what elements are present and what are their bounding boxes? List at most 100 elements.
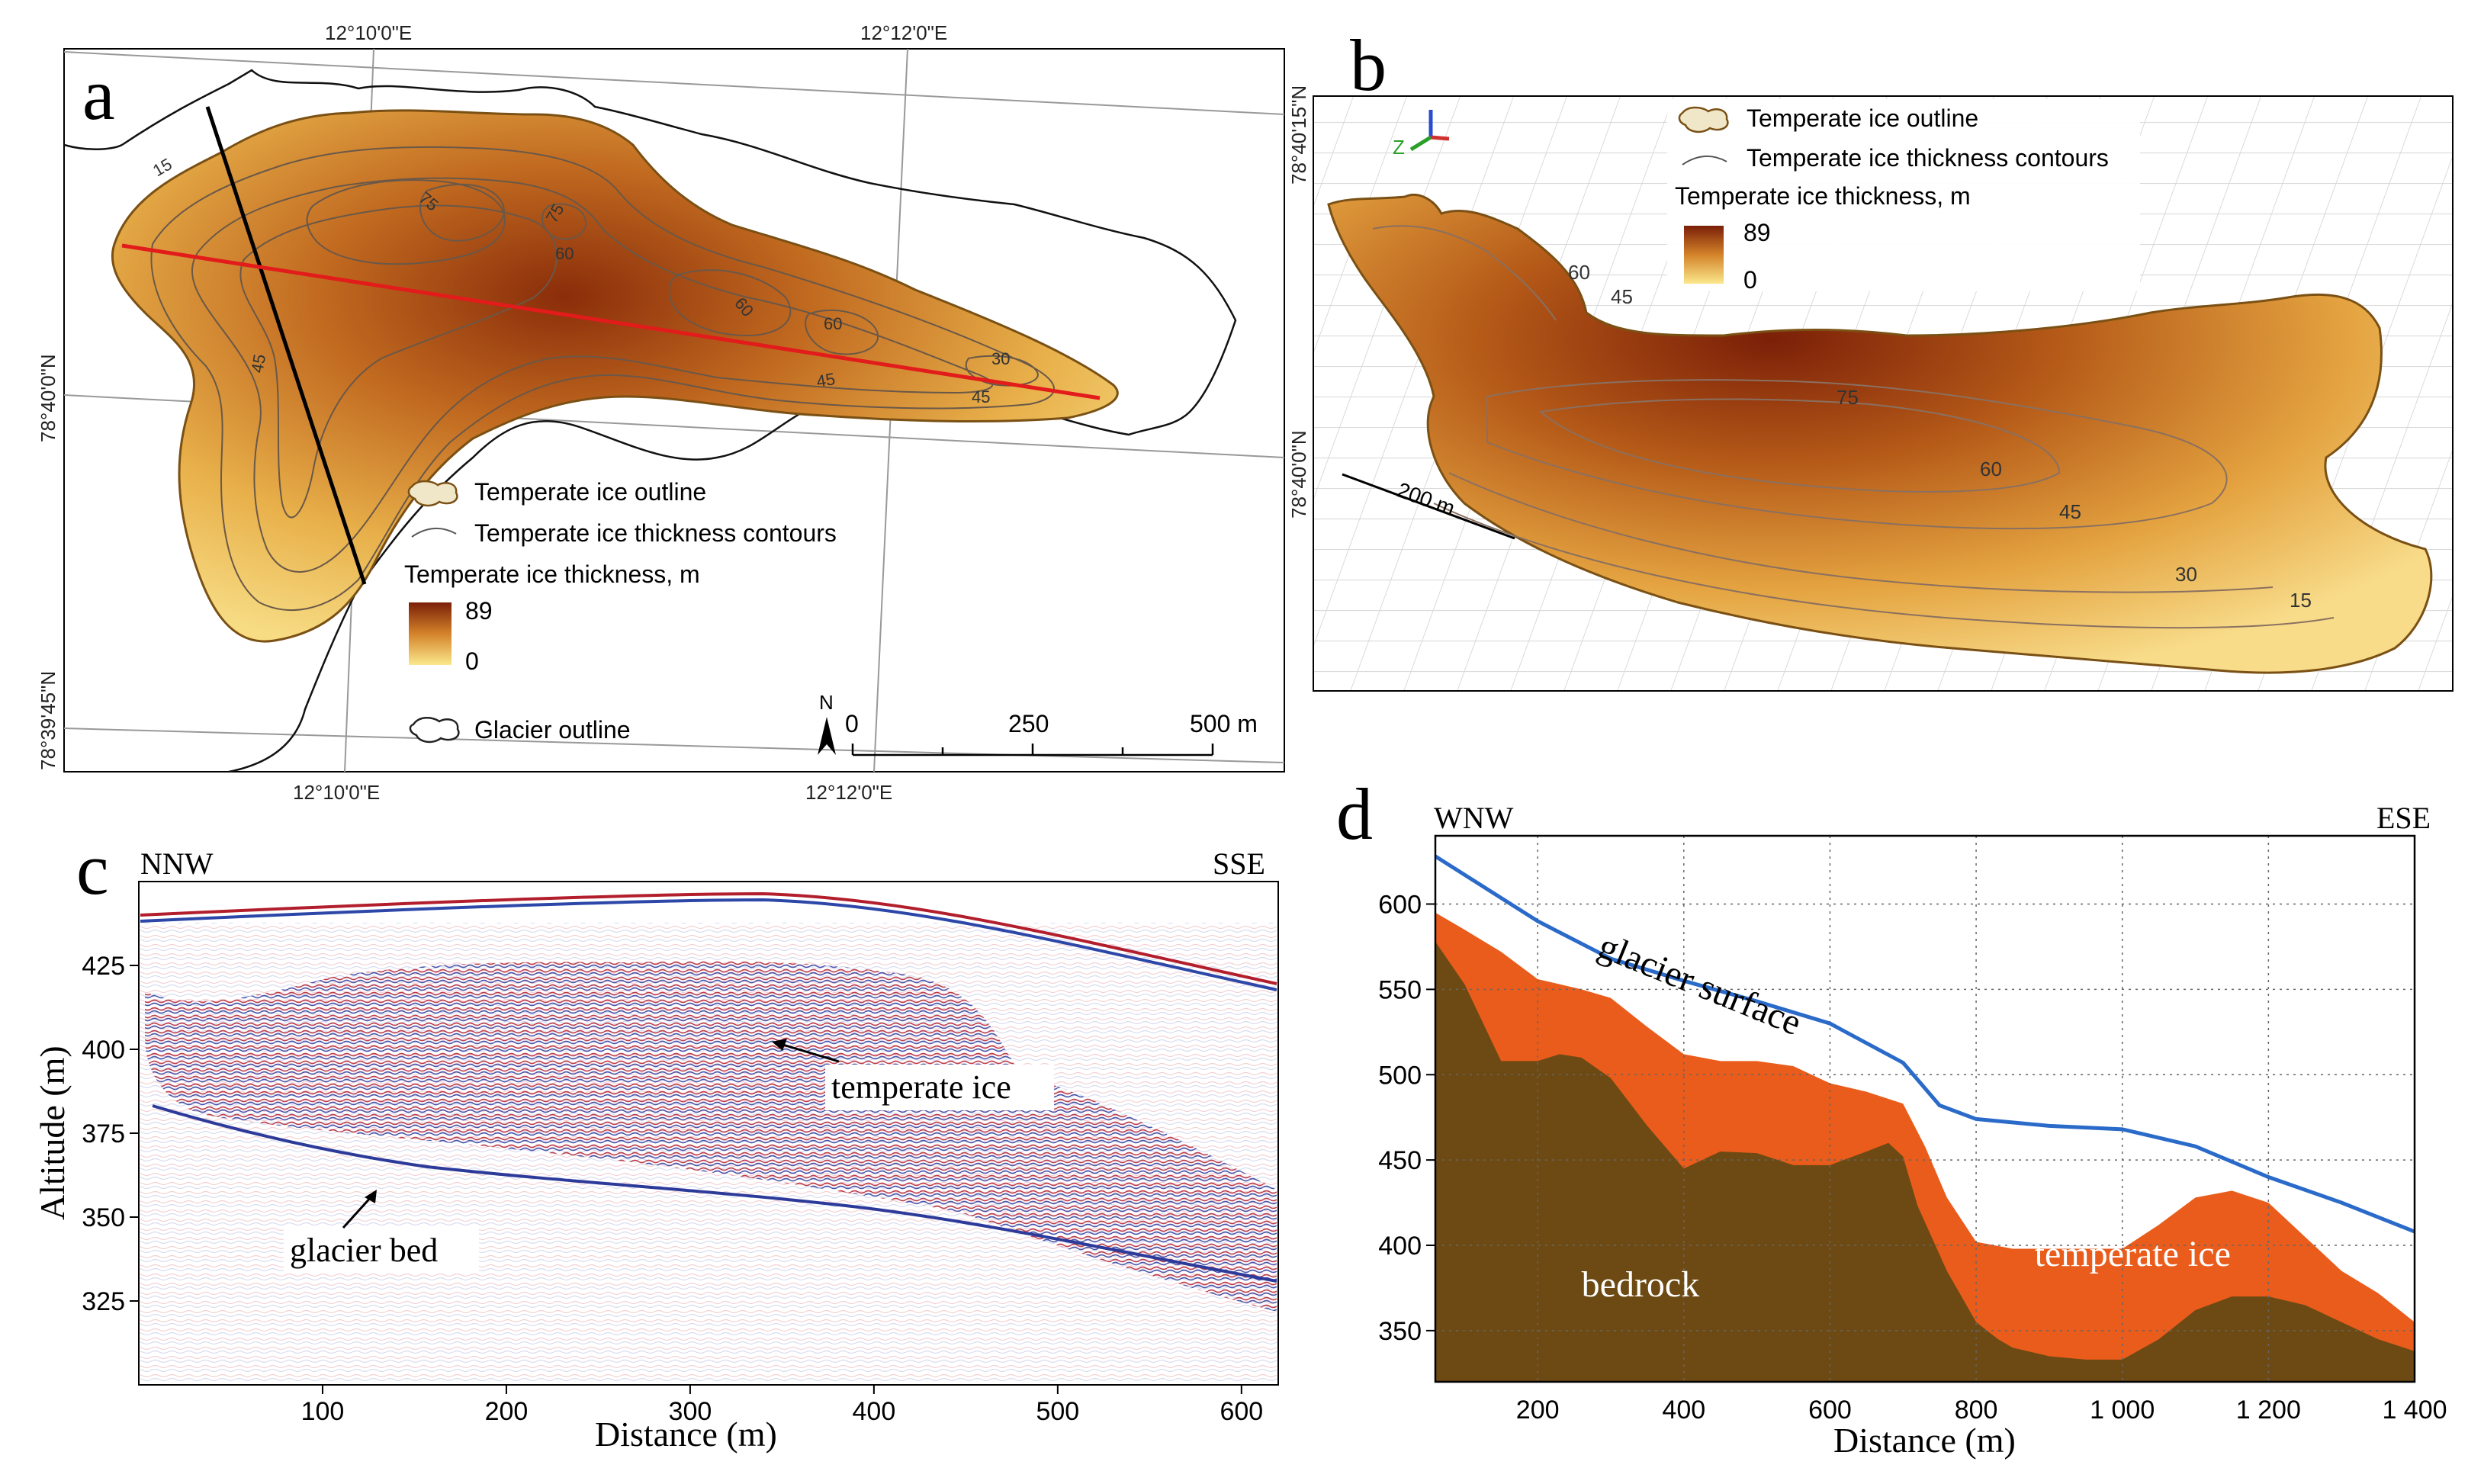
contour-label: 45: [815, 369, 837, 391]
y-tick-label: 350: [82, 1203, 125, 1232]
surface-reflection: [140, 891, 1277, 985]
graticule-line: [63, 728, 1285, 763]
contour-label-3d: 75: [1837, 386, 1859, 409]
x-tick-label: 200: [1516, 1396, 1560, 1425]
section-plot: 200 400 600 800 1 000 1 200 1 400 350 400 450 500 5…: [1378, 834, 2447, 1425]
contour-3d: [1486, 379, 2228, 530]
legend-thickness-title: Temperate ice thickness, m: [1675, 182, 1971, 210]
scale-line: [1342, 473, 1515, 540]
legend-outline-label: Temperate ice outline: [474, 478, 706, 506]
contour-label: 45: [247, 352, 269, 374]
contour-label: 60: [824, 314, 842, 333]
panel-letter-b: b: [1350, 24, 1387, 106]
contour-label: 45: [972, 387, 990, 406]
legend-outline-label: Temperate ice outline: [1747, 104, 1978, 132]
contour-75: [419, 183, 505, 242]
lon-label-top: 12°10'0"E: [325, 21, 412, 44]
contour-label-3d: 60: [1568, 261, 1590, 284]
lon-label-bottom: 12°10'0"E: [293, 781, 380, 804]
contour-60: [306, 179, 506, 265]
arrow-head-icon: [772, 1039, 787, 1051]
panel-a-legend: Temperate ice outline Temperate ice thic…: [404, 478, 837, 744]
direction-left: WNW: [1434, 801, 1514, 835]
panel-b-legend: Temperate ice outline Temperate ice thic…: [1667, 99, 2140, 294]
contour-label-3d: 45: [1611, 285, 1633, 308]
contour-3d: [1433, 503, 2335, 629]
x-tick-label: 1 400: [2382, 1396, 2447, 1425]
annotation-temperate-ice: temperate ice: [2035, 1234, 2231, 1274]
contour-3d: [1372, 225, 1557, 321]
colorbar-max: 89: [1743, 219, 1771, 246]
contour-45: [239, 204, 558, 519]
contour-75: [541, 203, 587, 240]
scalebar-label: 0: [845, 710, 859, 737]
legend-box: [1667, 99, 2140, 291]
annotation-glacier-bed: glacier bed: [290, 1232, 438, 1269]
contour-60: [805, 309, 879, 355]
panel-a: 15 75 75 60 60 60 45 45 30 45 12°10'0"E …: [37, 21, 1285, 804]
x-tick-label: 600: [1220, 1397, 1263, 1426]
annotation-bg: [284, 1228, 479, 1274]
x-tick-label: 400: [853, 1397, 896, 1426]
legend-thickness-title: Temperate ice thickness, m: [404, 561, 700, 588]
y-tick-label: 400: [82, 1036, 125, 1065]
lon-label-top: 12°12'0"E: [860, 21, 947, 44]
arrow-head-icon: [365, 1190, 377, 1203]
glacier-bed-reflector: [152, 1104, 1277, 1283]
y-tick-label: 550: [1378, 975, 1422, 1004]
y-tick-label: 350: [1378, 1317, 1422, 1346]
outline-legend-icon: [407, 480, 458, 507]
panel-d: d WNW ESE 200 400 600 800 1 000 1 200 1 400 350…: [1336, 773, 2447, 1460]
contour-15: [150, 146, 1055, 611]
y-tick-label: 325: [82, 1287, 125, 1316]
arrow-temperate-ice: [777, 1042, 840, 1063]
contour-30: [191, 177, 994, 573]
annotation-bg: [825, 1065, 1054, 1110]
lat-label: 78°40'0"N: [37, 354, 59, 442]
annotation-bedrock: bedrock: [1582, 1264, 1700, 1305]
y-tick-label: 375: [82, 1119, 125, 1148]
y-tick-label: 500: [1378, 1061, 1422, 1090]
y-tick-label: 450: [1378, 1146, 1422, 1175]
lat-label: 78°39'45"N: [37, 671, 59, 770]
y-tick-label: 600: [1378, 891, 1422, 920]
arrow-glacier-bed: [342, 1194, 374, 1229]
x-tick-label: 200: [485, 1397, 529, 1426]
contour-label-3d: 30: [2175, 563, 2197, 586]
contour-label: 60: [555, 244, 574, 263]
legend-glacier-outline-label: Glacier outline: [474, 716, 631, 744]
contour-legend-icon: [1682, 155, 1727, 165]
panel-letter-c: c: [76, 828, 109, 910]
outline-legend-icon: [1678, 106, 1729, 133]
contour-60: [668, 269, 792, 337]
scalebar-label: 500 m: [1190, 710, 1258, 737]
plot-frame: [1434, 834, 2416, 1383]
x-tick-label: 300: [669, 1397, 712, 1426]
contour-legend-icon: [411, 527, 457, 538]
lat-label: 78°40'0"N: [1287, 430, 1310, 519]
colorbar-min: 0: [465, 647, 479, 675]
glacier-outline: [63, 143, 123, 151]
x-tick-label: 100: [301, 1397, 345, 1426]
x-tick-label: 1 200: [2236, 1396, 2301, 1425]
profile-line-nnw-sse: [205, 106, 367, 585]
axis-gizmo-icon: Z: [1393, 110, 1450, 159]
legend-contours-label: Temperate ice thickness contours: [1747, 144, 2109, 172]
panel-c: c NNW SSE 100 200 300 400 500 600 325 350 375 400…: [33, 828, 1279, 1453]
north-arrow-icon: [818, 717, 836, 755]
temperate-ice-scatter: [145, 961, 1277, 1312]
x-tick-label: 400: [1662, 1396, 1705, 1425]
legend-contours-label: Temperate ice thickness contours: [474, 519, 837, 547]
contour-3d: [1448, 472, 2274, 593]
colorbar-min: 0: [1743, 266, 1757, 294]
panel-letter-d: d: [1336, 773, 1373, 855]
annotation-temperate-ice: temperate ice: [831, 1068, 1011, 1106]
lon-label-bottom: 12°12'0"E: [805, 781, 892, 804]
direction-right: SSE: [1213, 846, 1265, 881]
temperate-ice-3d: [1327, 194, 2433, 674]
thickness-colorbar: [1684, 226, 1724, 284]
x-tick-label: 1 000: [2090, 1396, 2155, 1425]
y-tick-label: 400: [1378, 1232, 1422, 1261]
contour-label-3d: 60: [1980, 458, 2002, 480]
